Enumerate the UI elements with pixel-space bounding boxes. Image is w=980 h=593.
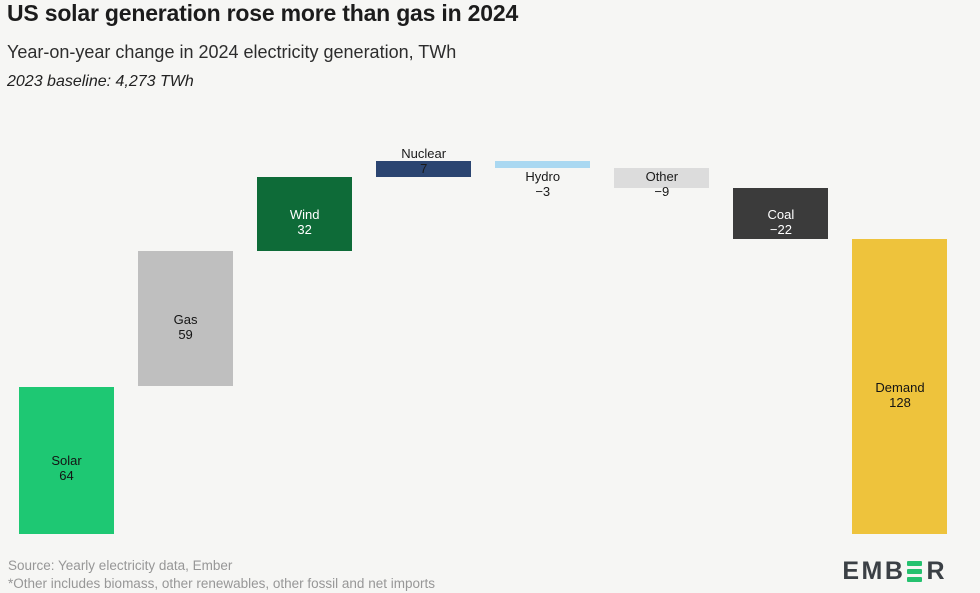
logo-text-r: R (926, 557, 947, 585)
bar-name-nuclear: Nuclear (401, 145, 447, 161)
source-line: Source: Yearly electricity data, Ember (8, 558, 233, 573)
bar-label-hydro: Hydro −3 (495, 169, 590, 199)
bar-solar[interactable] (19, 386, 114, 534)
page-title: US solar generation rose more than gas i… (7, 0, 519, 26)
bar-wind[interactable] (257, 176, 353, 251)
bar-gas[interactable] (138, 250, 234, 387)
bar-name-hydro: Hydro (525, 168, 561, 184)
bar-other[interactable] (614, 167, 710, 189)
bar-value-hydro: −3 (535, 183, 551, 199)
chart-footer: Source: Yearly electricity data, Ember *… (8, 557, 435, 592)
bar-coal[interactable] (733, 188, 829, 239)
ember-logo: EMB R (842, 557, 947, 586)
chart-subtitle: Year-on-year change in 2024 electricity … (7, 42, 457, 62)
baseline-note: 2023 baseline: 4,273 TWh (7, 73, 194, 90)
footnote-line: *Other includes biomass, other renewable… (8, 575, 435, 591)
logo-green-e-icon (907, 561, 923, 582)
bar-demand[interactable] (852, 239, 948, 534)
logo-text-emb: EMB (842, 557, 906, 585)
bar-nuclear[interactable] (376, 160, 472, 177)
bar-hydro[interactable] (495, 160, 591, 168)
